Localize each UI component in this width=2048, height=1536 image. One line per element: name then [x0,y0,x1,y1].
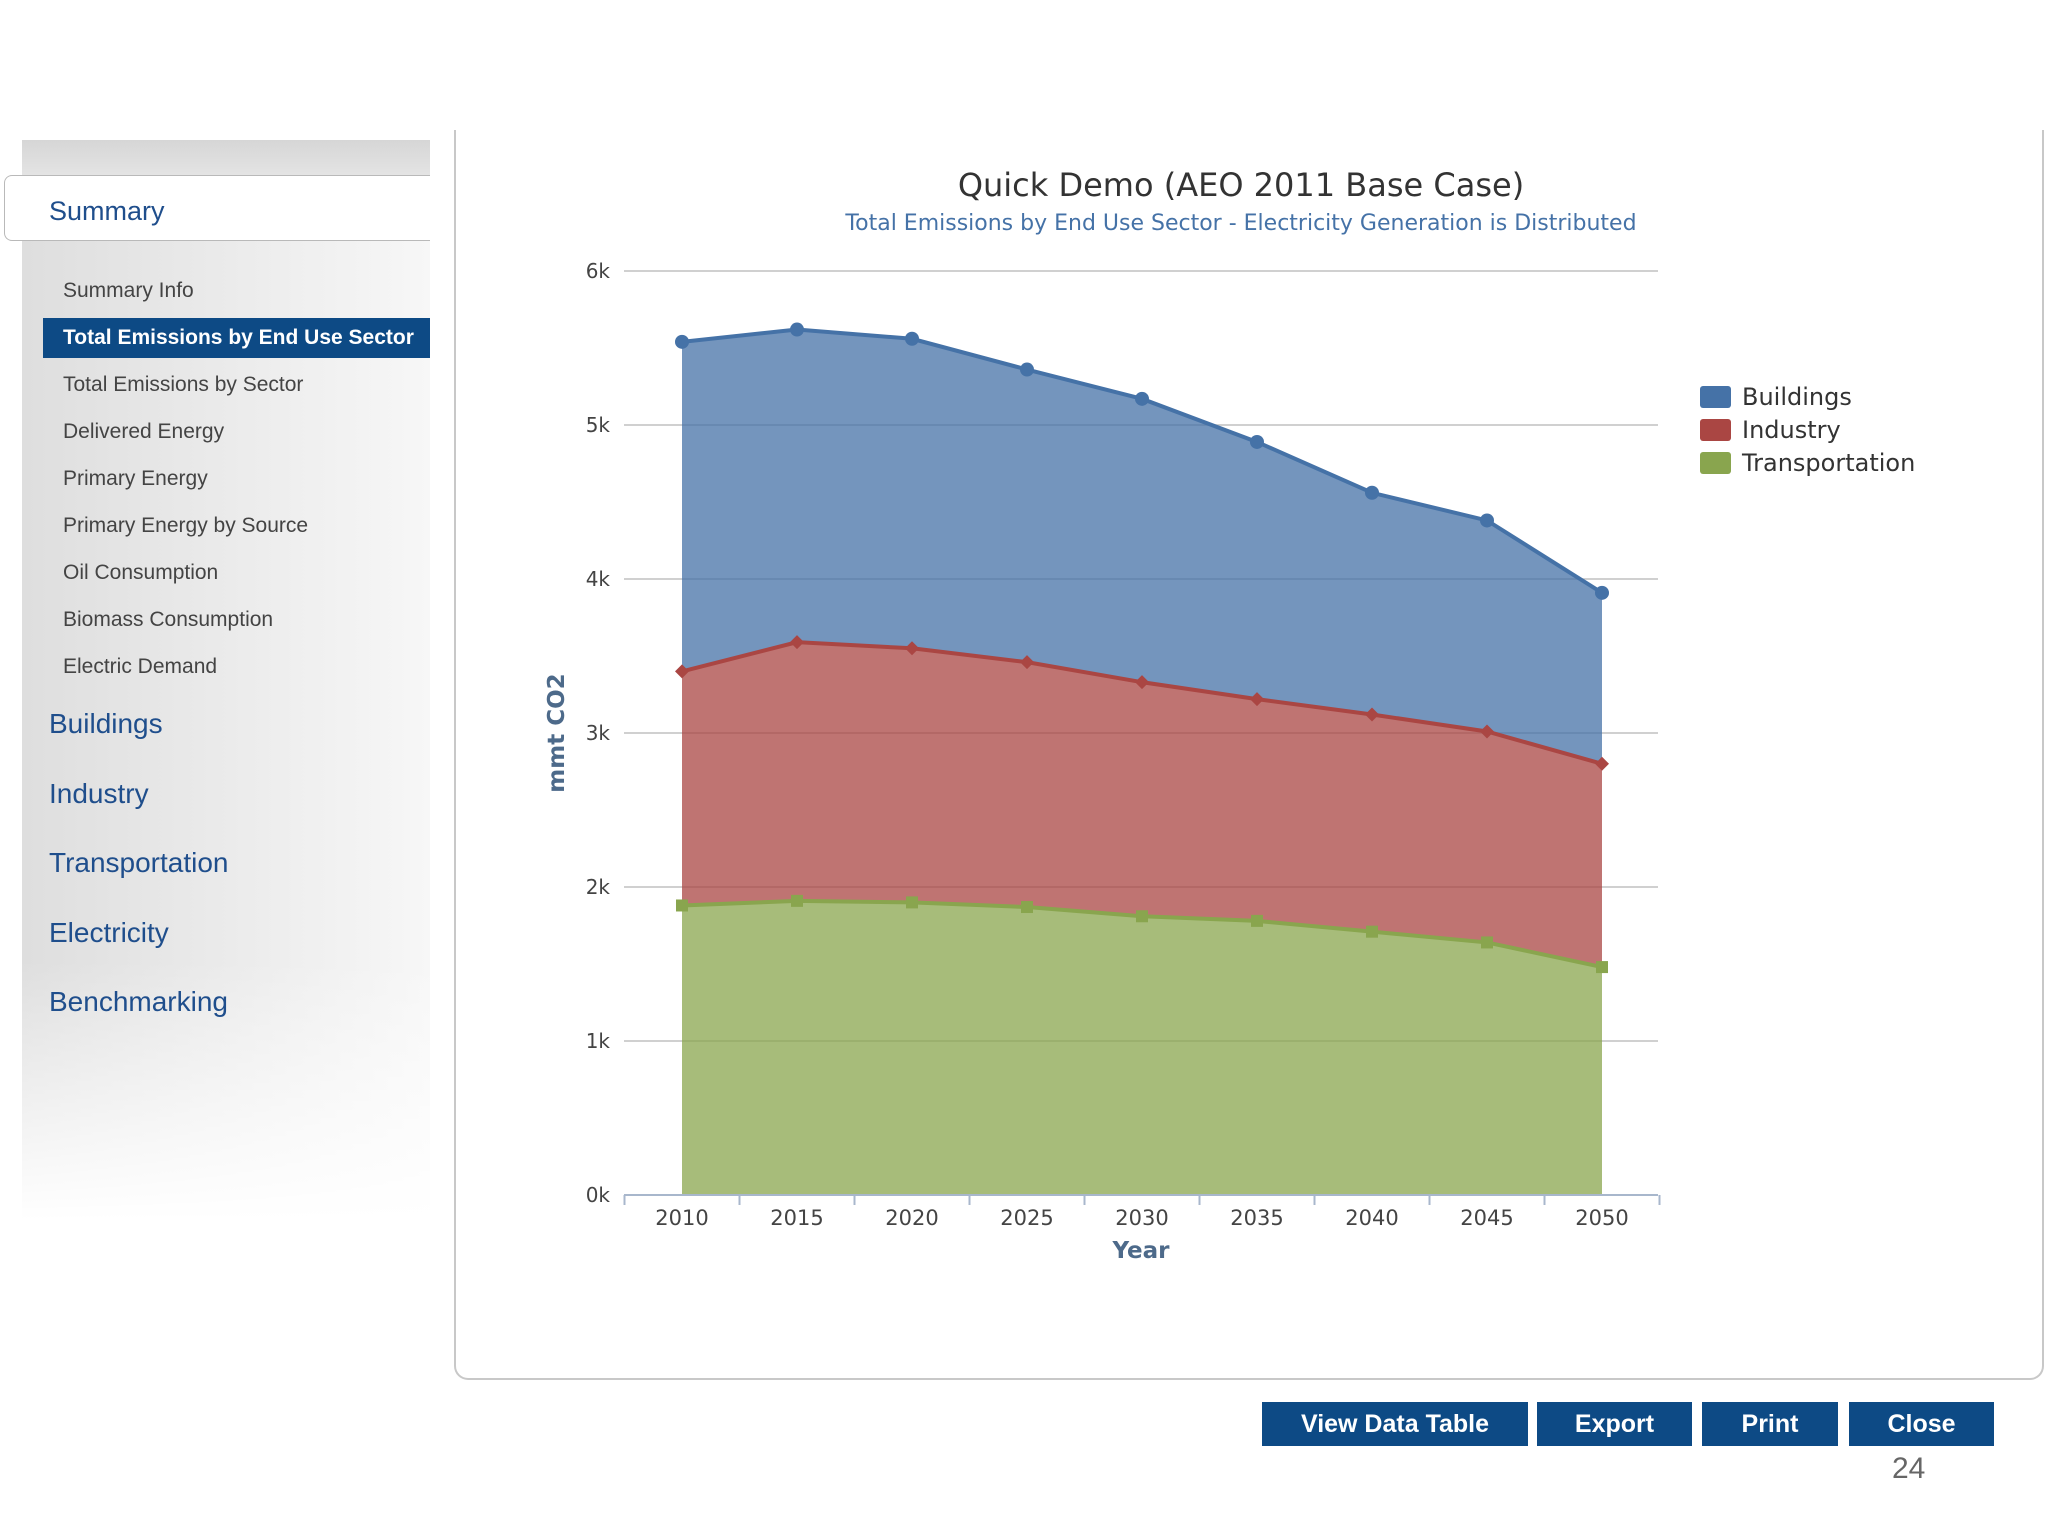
chart-subtitle: Total Emissions by End Use Sector - Elec… [844,211,1636,236]
close-button[interactable]: Close [1849,1402,1994,1446]
y-axis-title: mmt CO2 [544,673,570,792]
marker-transportation [1481,936,1493,949]
x-tick-label: 2015 [770,1206,823,1230]
y-tick-label: 5k [586,413,611,437]
area-industry [682,642,1602,968]
marker-transportation [1136,910,1148,923]
sidebar-subitem-biomass-consumption[interactable]: Biomass Consumption [63,608,274,631]
x-tick-label: 2025 [1000,1206,1053,1230]
sidebar-subitem-oil-consumption[interactable]: Oil Consumption [63,561,219,584]
area-buildings [682,329,1602,764]
legend-swatch-industry [1700,419,1731,441]
sidebar-top-band [22,140,430,176]
marker-transportation [1251,914,1263,927]
marker-industry [1250,692,1264,707]
page-number: 24 [1892,1452,1926,1485]
y-tick-label: 2k [586,875,611,899]
marker-transportation [1596,961,1608,974]
y-tick-label: 0k [586,1183,611,1207]
marker-buildings [790,322,804,337]
marker-buildings [905,331,919,346]
x-tick-label: 2010 [655,1206,708,1230]
marker-industry [790,635,804,650]
sidebar-item-benchmarking[interactable]: Benchmarking [49,986,228,1017]
marker-industry [675,664,689,679]
sidebar-subitem-electric-demand[interactable]: Electric Demand [63,655,218,678]
marker-industry [1135,675,1149,690]
y-tick-label: 3k [586,721,611,745]
chart-title: Quick Demo (AEO 2011 Base Case) [958,166,1524,204]
marker-industry [1480,724,1494,739]
x-tick-label: 2035 [1230,1206,1283,1230]
chart-panel: Quick Demo (AEO 2011 Base Case) Total Emi… [454,130,2044,1380]
y-tick-label: 1k [586,1029,611,1053]
marker-buildings [1480,513,1494,528]
marker-buildings [1250,434,1264,449]
emissions-area-chart: Quick Demo (AEO 2011 Base Case) Total Emi… [544,166,1915,1264]
sidebar-item-industry[interactable]: Industry [49,778,149,809]
legend-swatch-buildings [1700,386,1731,408]
x-tick-label: 2020 [885,1206,938,1230]
marker-transportation [676,899,688,912]
marker-industry [1595,756,1609,771]
sidebar-tab-summary[interactable]: Summary [4,175,430,241]
sidebar-subitem-primary-energy[interactable]: Primary Energy [63,467,208,490]
y-tick-label: 4k [586,567,611,591]
legend-label-buildings: Buildings [1742,383,1852,411]
legend-label-industry: Industry [1742,416,1841,444]
sidebar-subitem-summary-info[interactable]: Summary Info [63,279,194,302]
sidebar-subitem-total-emissions-by-end-use-sector[interactable]: Total Emissions by End Use Sector [43,318,430,358]
sidebar-subitem-delivered-energy[interactable]: Delivered Energy [63,420,225,443]
marker-industry [1020,655,1034,670]
marker-transportation [906,896,918,909]
sidebar-tab-summary-label: Summary [49,196,165,226]
marker-industry [905,641,919,656]
marker-buildings [675,334,689,349]
print-button[interactable]: Print [1702,1402,1838,1446]
export-button[interactable]: Export [1537,1402,1692,1446]
marker-buildings [1595,585,1609,600]
marker-buildings [1020,362,1034,377]
view-data-table-button[interactable]: View Data Table [1262,1402,1528,1446]
marker-buildings [1365,485,1379,500]
x-tick-label: 2050 [1575,1206,1628,1230]
y-tick-label: 6k [586,259,611,283]
marker-transportation [1366,925,1378,938]
x-tick-label: 2045 [1460,1206,1513,1230]
marker-transportation [1021,901,1033,914]
sidebar-subitem-primary-energy-by-source[interactable]: Primary Energy by Source [63,514,309,537]
legend-swatch-transportation [1700,452,1731,474]
area-transportation [682,900,1602,1195]
sidebar-item-electricity[interactable]: Electricity [49,917,169,948]
sidebar-item-transportation[interactable]: Transportation [49,847,229,878]
marker-transportation [791,894,803,907]
x-tick-label: 2030 [1115,1206,1168,1230]
legend-label-transportation: Transportation [1741,449,1915,477]
sidebar-item-buildings[interactable]: Buildings [49,708,163,739]
marker-industry [1365,707,1379,722]
marker-buildings [1135,391,1149,406]
x-axis-title: Year [1111,1238,1170,1264]
sidebar-subitem-total-emissions-by-sector[interactable]: Total Emissions by Sector [63,373,304,396]
x-tick-label: 2040 [1345,1206,1398,1230]
